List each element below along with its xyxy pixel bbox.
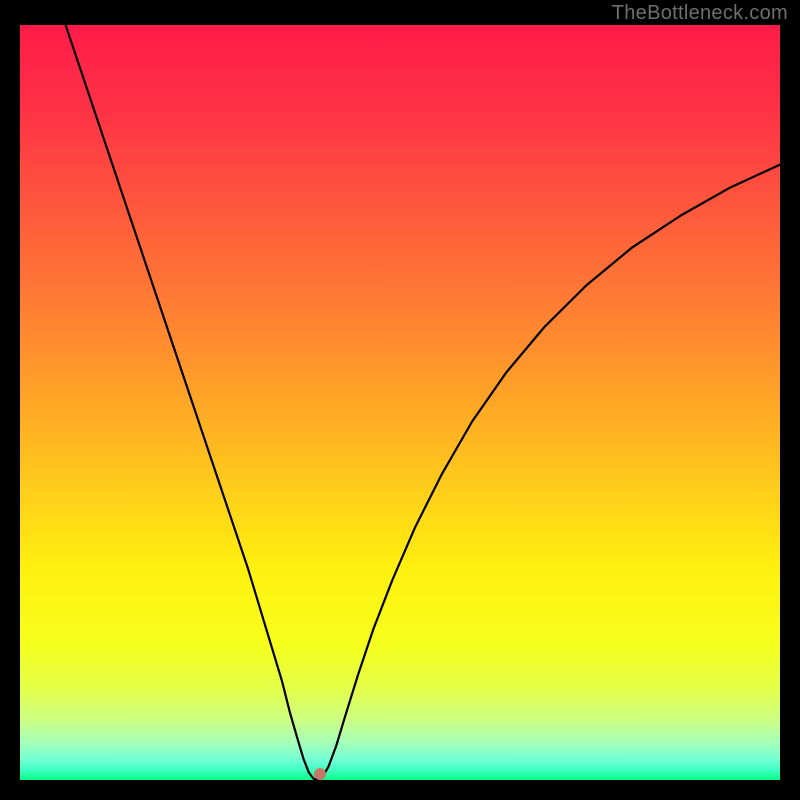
bottleneck-curve bbox=[20, 25, 780, 780]
min-marker bbox=[314, 768, 326, 780]
watermark-text: TheBottleneck.com bbox=[612, 2, 788, 25]
plot-area bbox=[20, 25, 780, 780]
